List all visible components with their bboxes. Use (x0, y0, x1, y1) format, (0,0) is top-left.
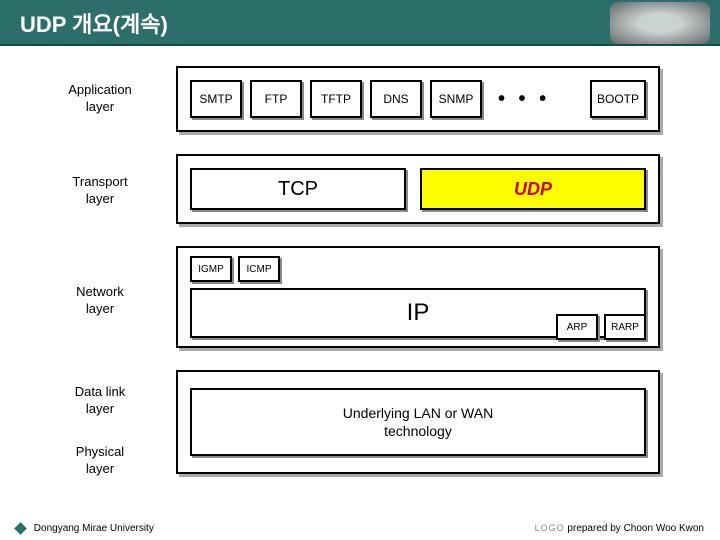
box-udp: UDP (420, 168, 646, 210)
label-network-line2: layer (86, 301, 114, 316)
label-physical-line2: layer (86, 461, 114, 476)
box-arp: ARP (556, 314, 598, 340)
box-dns: DNS (370, 80, 422, 118)
box-bootp: BOOTP (590, 80, 646, 118)
label-transport-line1: Transport (72, 174, 127, 189)
box-snmp: SNMP (430, 80, 482, 118)
text-lanwan: Underlying LAN or WAN technology (343, 404, 493, 440)
text-udp: UDP (514, 179, 552, 200)
text-tftp: TFTP (321, 92, 351, 106)
footer-left-text: Dongyang Mirae University (34, 523, 154, 534)
text-rarp: RARP (611, 322, 639, 333)
box-smtp: SMTP (190, 80, 242, 118)
label-datalink-line1: Data link (75, 384, 126, 399)
box-ftp: FTP (250, 80, 302, 118)
label-transport: Transport layer (60, 174, 140, 208)
header-underline (0, 44, 720, 46)
text-tcp: TCP (278, 178, 318, 201)
slide-footer: Dongyang Mirae University LOGO prepared … (0, 523, 720, 534)
text-arp: ARP (567, 322, 588, 333)
box-lanwan: Underlying LAN or WAN technology (190, 388, 646, 456)
footer-logo-text: LOGO (535, 523, 565, 533)
footer-left: Dongyang Mirae University (16, 523, 154, 534)
footer-right: LOGO prepared by Choon Woo Kwon (535, 523, 704, 534)
box-rarp: RARP (604, 314, 646, 340)
text-lanwan-line2: technology (384, 423, 452, 439)
text-ftp: FTP (265, 92, 288, 106)
label-application-line1: Application (68, 82, 132, 97)
label-network: Network layer (60, 284, 140, 318)
text-dns: DNS (383, 92, 408, 106)
text-snmp: SNMP (439, 92, 474, 106)
diamond-icon (14, 522, 27, 535)
text-ip: IP (407, 299, 430, 327)
label-datalink: Data link layer (60, 384, 140, 418)
text-igmp: IGMP (198, 264, 224, 275)
label-datalink-line2: layer (86, 401, 114, 416)
box-icmp: ICMP (238, 256, 280, 282)
text-smtp: SMTP (199, 92, 232, 106)
slide-title: UDP 개요(계속) (20, 7, 168, 39)
slide-header: UDP 개요(계속) (0, 0, 720, 46)
box-tcp: TCP (190, 168, 406, 210)
dots-ellipsis: • • • (498, 88, 550, 111)
footer-right-text: prepared by Choon Woo Kwon (567, 523, 704, 534)
label-physical-line1: Physical (76, 444, 124, 459)
text-bootp: BOOTP (597, 92, 639, 106)
label-application: Application layer (60, 82, 140, 116)
label-transport-line2: layer (86, 191, 114, 206)
box-igmp: IGMP (190, 256, 232, 282)
label-physical: Physical layer (60, 444, 140, 478)
text-icmp: ICMP (247, 264, 272, 275)
text-lanwan-line1: Underlying LAN or WAN (343, 405, 493, 421)
box-tftp: TFTP (310, 80, 362, 118)
label-network-line1: Network (76, 284, 124, 299)
logo-graphic (610, 2, 710, 44)
label-application-line2: layer (86, 99, 114, 114)
